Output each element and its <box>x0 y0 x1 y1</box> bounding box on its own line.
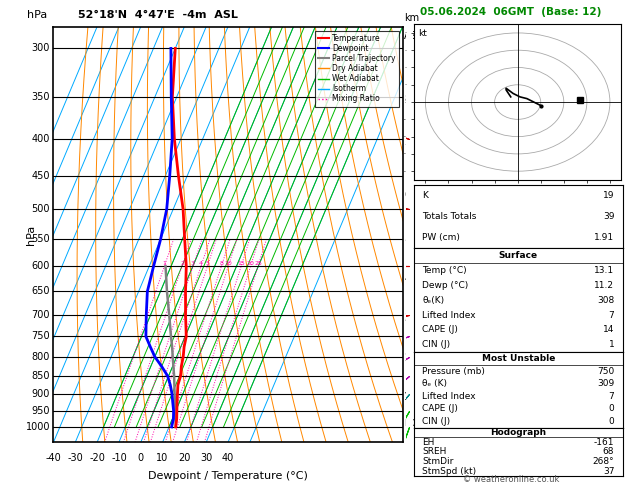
Text: -30: -30 <box>67 452 83 463</box>
Text: 950: 950 <box>31 406 50 416</box>
Text: 1.91: 1.91 <box>594 233 615 242</box>
Text: EH: EH <box>422 438 435 447</box>
Text: CIN (J): CIN (J) <box>422 417 450 426</box>
Text: 52°18'N  4°47'E  -4m  ASL: 52°18'N 4°47'E -4m ASL <box>78 11 238 20</box>
Text: Lifted Index: Lifted Index <box>422 392 476 401</box>
Text: 2: 2 <box>180 261 184 266</box>
Text: 68: 68 <box>603 448 615 456</box>
Text: 550: 550 <box>31 234 50 244</box>
Text: 7: 7 <box>404 144 411 154</box>
Text: 800: 800 <box>31 352 50 362</box>
Text: 1: 1 <box>404 392 411 401</box>
Text: km: km <box>404 13 420 22</box>
Text: 700: 700 <box>31 310 50 320</box>
Text: Totals Totals: Totals Totals <box>422 212 477 221</box>
Text: 600: 600 <box>31 261 50 271</box>
Text: CAPE (J): CAPE (J) <box>422 326 458 334</box>
Text: 850: 850 <box>31 371 50 381</box>
Text: 268°: 268° <box>593 457 615 466</box>
Text: Hodograph: Hodograph <box>490 428 547 437</box>
Text: 13.1: 13.1 <box>594 266 615 275</box>
Text: Lifted Index: Lifted Index <box>422 311 476 319</box>
Text: K: K <box>422 191 428 200</box>
Text: LCL: LCL <box>404 419 420 428</box>
Text: 7: 7 <box>609 311 615 319</box>
Text: 500: 500 <box>31 204 50 214</box>
Text: 900: 900 <box>31 389 50 399</box>
Text: 5: 5 <box>404 233 411 243</box>
Text: Temp (°C): Temp (°C) <box>422 266 467 275</box>
Text: 750: 750 <box>31 331 50 342</box>
Text: 750: 750 <box>597 366 615 376</box>
Text: 650: 650 <box>31 286 50 296</box>
Text: 1000: 1000 <box>25 422 50 432</box>
Text: 10: 10 <box>225 261 232 266</box>
Text: 20: 20 <box>178 452 191 463</box>
Text: Pressure (mb): Pressure (mb) <box>422 366 485 376</box>
Text: ASL: ASL <box>404 31 423 41</box>
Text: 1: 1 <box>609 340 615 349</box>
Text: 309: 309 <box>597 379 615 388</box>
Text: θₑ (K): θₑ (K) <box>422 379 447 388</box>
Text: 7: 7 <box>609 392 615 401</box>
Text: 0: 0 <box>138 452 144 463</box>
Text: 05.06.2024  06GMT  (Base: 12): 05.06.2024 06GMT (Base: 12) <box>420 7 601 17</box>
Text: 19: 19 <box>603 191 615 200</box>
Text: CAPE (J): CAPE (J) <box>422 404 458 414</box>
Text: 4: 4 <box>199 261 203 266</box>
Text: Surface: Surface <box>499 251 538 260</box>
Text: 3: 3 <box>191 261 195 266</box>
Text: hPa: hPa <box>26 225 36 244</box>
Text: 3: 3 <box>404 313 411 323</box>
Text: 0: 0 <box>609 404 615 414</box>
Text: 300: 300 <box>31 43 50 53</box>
Text: 2: 2 <box>404 352 411 363</box>
Text: Mixing Ratio (g/kg): Mixing Ratio (g/kg) <box>437 191 445 278</box>
Text: 308: 308 <box>597 295 615 305</box>
Text: -40: -40 <box>45 452 62 463</box>
Text: kt: kt <box>418 29 427 38</box>
Text: SREH: SREH <box>422 448 447 456</box>
Text: 37: 37 <box>603 467 615 476</box>
Text: 450: 450 <box>31 171 50 181</box>
Text: 10: 10 <box>157 452 169 463</box>
Text: Dewpoint / Temperature (°C): Dewpoint / Temperature (°C) <box>148 471 308 481</box>
Text: 8: 8 <box>220 261 223 266</box>
Text: 8: 8 <box>404 94 411 104</box>
Text: 0: 0 <box>609 417 615 426</box>
Text: 25: 25 <box>254 261 262 266</box>
Text: StmDir: StmDir <box>422 457 454 466</box>
Text: 400: 400 <box>31 134 50 144</box>
Text: Most Unstable: Most Unstable <box>482 354 555 363</box>
Text: -161: -161 <box>594 438 615 447</box>
Text: PW (cm): PW (cm) <box>422 233 460 242</box>
Text: 15: 15 <box>237 261 245 266</box>
Text: 30: 30 <box>200 452 213 463</box>
Text: hPa: hPa <box>27 11 48 20</box>
Text: CIN (J): CIN (J) <box>422 340 450 349</box>
Text: Dewp (°C): Dewp (°C) <box>422 281 469 290</box>
Text: © weatheronline.co.uk: © weatheronline.co.uk <box>462 474 559 484</box>
Text: 5: 5 <box>206 261 209 266</box>
Text: 4: 4 <box>404 274 411 284</box>
Text: 6: 6 <box>404 190 411 200</box>
Text: 11.2: 11.2 <box>594 281 615 290</box>
Legend: Temperature, Dewpoint, Parcel Trajectory, Dry Adiabat, Wet Adiabat, Isotherm, Mi: Temperature, Dewpoint, Parcel Trajectory… <box>314 31 399 106</box>
Text: -10: -10 <box>111 452 127 463</box>
Text: 1: 1 <box>162 261 166 266</box>
Text: 39: 39 <box>603 212 615 221</box>
Text: θₑ(K): θₑ(K) <box>422 295 444 305</box>
Text: 40: 40 <box>222 452 234 463</box>
Text: -20: -20 <box>89 452 105 463</box>
Text: 20: 20 <box>247 261 255 266</box>
Text: StmSpd (kt): StmSpd (kt) <box>422 467 476 476</box>
Text: 14: 14 <box>603 326 615 334</box>
Text: 350: 350 <box>31 92 50 102</box>
